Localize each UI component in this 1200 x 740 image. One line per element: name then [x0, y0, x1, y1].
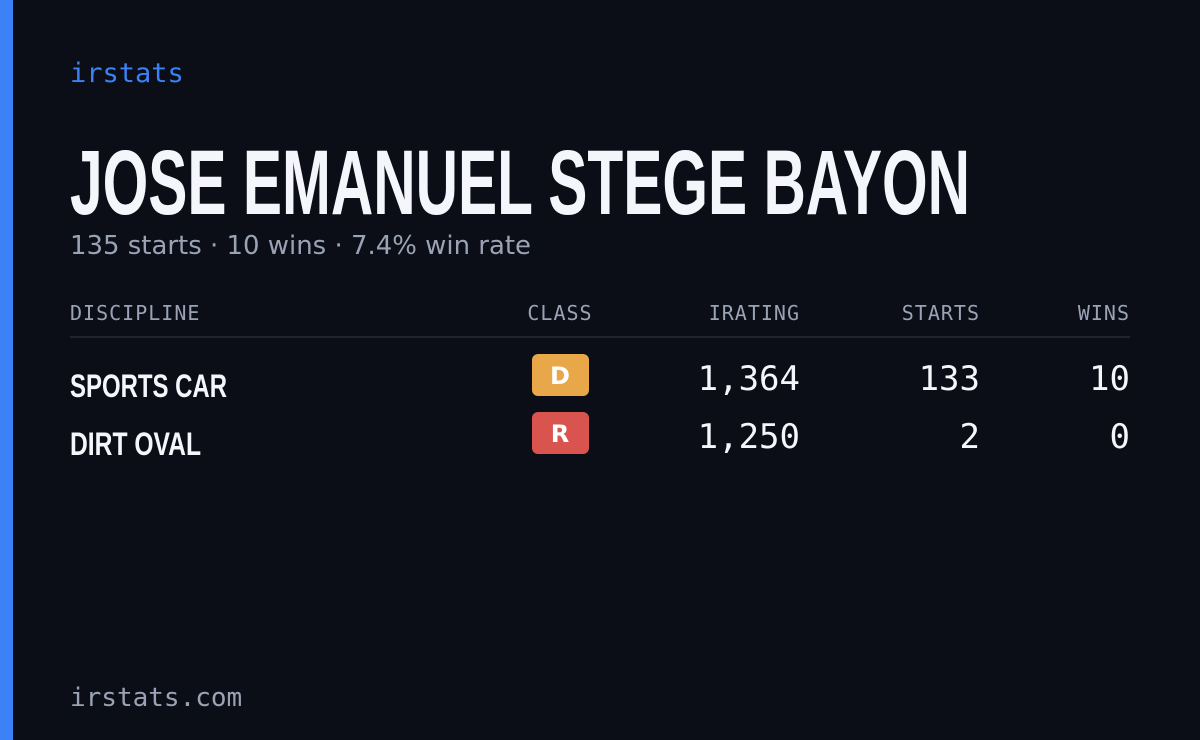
- discipline: DIRT OVAL: [70, 426, 201, 462]
- accent-bar: [0, 0, 13, 740]
- wins: 0: [1110, 417, 1130, 457]
- discipline: SPORTS CAR: [70, 368, 227, 404]
- irating: 1,364: [698, 359, 800, 399]
- header-wins: WINS: [1078, 301, 1130, 325]
- header-irating: IRATING: [709, 301, 800, 325]
- footer-url: irstats.com: [70, 683, 242, 713]
- brand: irstats: [70, 58, 184, 89]
- player-name: JOSE EMANUEL STEGE BAYON: [70, 132, 970, 234]
- subtitle: 135 starts · 10 wins · 7.4% win rate: [70, 231, 531, 261]
- header-class: CLASS: [527, 301, 592, 325]
- class-badge: [532, 354, 589, 396]
- starts: 2: [960, 417, 980, 457]
- wins: 10: [1089, 359, 1130, 399]
- class-badge: [532, 412, 589, 454]
- header-starts: STARTS: [902, 301, 980, 325]
- class-letter: R: [551, 420, 569, 448]
- irating: 1,250: [698, 417, 800, 457]
- header-discipline: DISCIPLINE: [70, 301, 200, 325]
- starts: 133: [919, 359, 980, 399]
- class-letter: D: [550, 362, 570, 390]
